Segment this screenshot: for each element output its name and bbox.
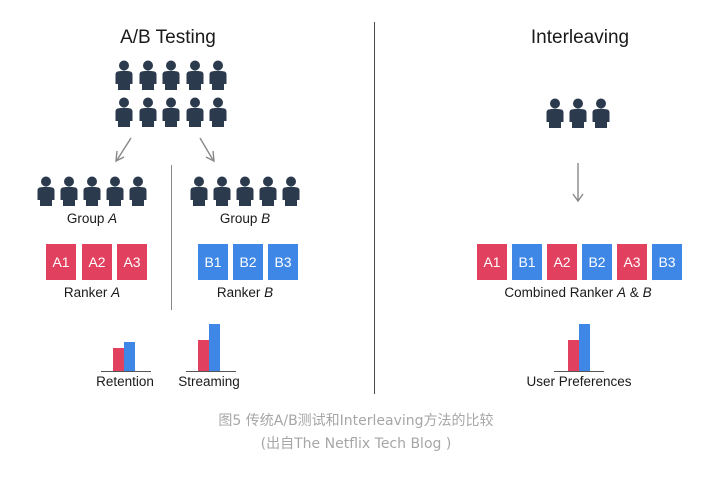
person-icon	[569, 98, 587, 133]
person-icon	[282, 176, 300, 211]
person-icon	[546, 98, 564, 133]
person-icon	[139, 60, 157, 95]
preferences-bar-b	[579, 324, 590, 372]
ranker-b-label: Ranker B	[216, 285, 274, 300]
person-icon	[162, 97, 180, 132]
retention-bar-a	[113, 348, 124, 372]
ranker-a-tile-1: A1	[46, 244, 76, 280]
ranker-a-tile-2: A2	[82, 244, 112, 280]
figure-caption-line2: (出自The Netflix Tech Blog )	[260, 436, 452, 452]
preferences-chart	[554, 320, 604, 372]
streaming-bar-b	[209, 324, 220, 372]
figure-caption-line1: 图5 传统A/B测试和Interleaving方法的比较	[218, 413, 494, 429]
retention-bar-b	[124, 342, 135, 372]
person-icon	[139, 97, 157, 132]
streaming-baseline	[186, 371, 236, 372]
group-a-label: Group A	[66, 211, 118, 226]
person-icon	[60, 176, 78, 211]
combined-tile-2: B1	[512, 244, 542, 280]
person-icon	[129, 176, 147, 211]
section-divider	[374, 22, 375, 394]
person-icon	[106, 176, 124, 211]
person-icon	[213, 176, 231, 211]
user-preferences-label: User Preferences	[526, 374, 632, 389]
retention-chart	[101, 320, 151, 372]
person-icon	[236, 176, 254, 211]
ranker-b-tile-3: B3	[268, 244, 298, 280]
retention-label: Retention	[96, 374, 154, 389]
person-icon	[83, 176, 101, 211]
person-icon	[186, 97, 204, 132]
preferences-baseline	[554, 371, 604, 372]
person-icon	[115, 60, 133, 95]
streaming-chart	[186, 320, 236, 372]
group-divider	[171, 165, 172, 310]
ab-testing-title: A/B Testing	[120, 27, 216, 48]
person-icon	[209, 97, 227, 132]
ranker-a-label: Ranker A	[63, 285, 121, 300]
combined-tile-3: A2	[547, 244, 577, 280]
combined-tile-6: B3	[652, 244, 682, 280]
ranker-b-tile-2: B2	[233, 244, 263, 280]
combined-ranker-label: Combined Ranker A & B	[504, 285, 652, 300]
ranker-b-tile-1: B1	[198, 244, 228, 280]
group-b-label: Group B	[219, 211, 271, 226]
person-icon	[190, 176, 208, 211]
retention-baseline	[101, 371, 151, 372]
combined-tile-5: A3	[617, 244, 647, 280]
person-icon	[162, 60, 180, 95]
combined-tile-4: B2	[582, 244, 612, 280]
streaming-bar-a	[198, 340, 209, 372]
ranker-a-tile-3: A3	[117, 244, 147, 280]
person-icon	[115, 97, 133, 132]
interleaving-title: Interleaving	[530, 27, 630, 48]
combined-tile-1: A1	[477, 244, 507, 280]
person-icon	[259, 176, 277, 211]
streaming-label: Streaming	[178, 374, 240, 389]
person-icon	[186, 60, 204, 95]
person-icon	[37, 176, 55, 211]
person-icon	[209, 60, 227, 95]
preferences-bar-a	[568, 340, 579, 372]
person-icon	[592, 98, 610, 133]
